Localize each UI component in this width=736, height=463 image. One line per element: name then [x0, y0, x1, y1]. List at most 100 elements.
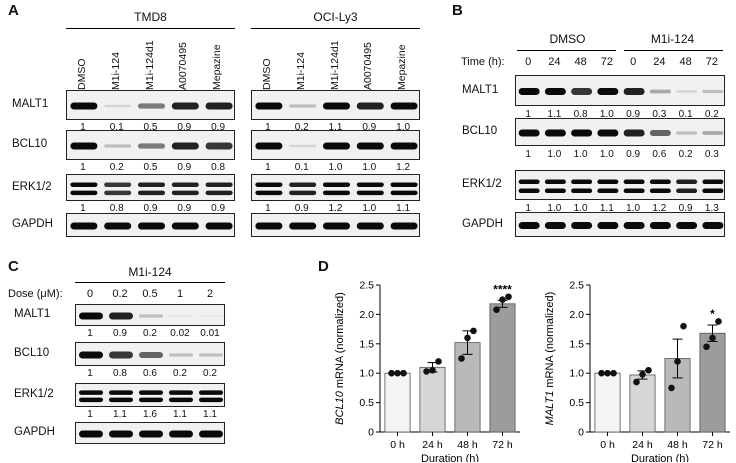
- panel-b-quant-value: 1.0: [573, 149, 588, 160]
- bar: [489, 303, 516, 433]
- band: [171, 182, 199, 187]
- panel-b-time-value: 48: [679, 56, 692, 68]
- panel-a-quant-value: 1: [265, 162, 271, 173]
- data-point: [604, 369, 611, 377]
- band: [571, 179, 593, 185]
- panel-c-dose-value: 1: [176, 288, 184, 300]
- panel-a-lane-label: A0070495: [362, 42, 375, 90]
- bar-chart-1: 0 0.5 1.0 1.5 2.0 2.5 BCL10 mRNA (normalized) 0…: [334, 280, 520, 462]
- panel-c-dose-value: 0.5: [142, 288, 158, 300]
- band: [356, 102, 384, 110]
- panel-b-group-line: [517, 50, 616, 51]
- panel-d-label: D: [318, 258, 329, 275]
- panel-a-quant-value: 0.9: [143, 203, 158, 214]
- band: [169, 353, 193, 357]
- panel-b-label: B: [452, 2, 463, 19]
- x-tick-label: 72 h: [702, 439, 723, 451]
- band: [199, 397, 223, 403]
- bar: [629, 374, 656, 433]
- y-axis-label-unit: mRNA (normalized): [544, 292, 556, 391]
- band: [137, 103, 166, 109]
- panel-a-blot: [251, 90, 420, 120]
- panel-c-dose-value: 2: [206, 288, 214, 300]
- band: [390, 182, 418, 187]
- panel-c-quant-value: 1: [87, 328, 93, 339]
- band: [356, 190, 384, 196]
- panel-a-group-label: OCI-Ly3: [313, 10, 358, 24]
- significance-marker: ****: [493, 282, 512, 296]
- panel-b-time-value: 0: [630, 56, 637, 68]
- panel-a-quant-value: 0.8: [109, 203, 124, 214]
- panel-a-quant-value: 0.8: [211, 162, 226, 173]
- panel-c-quant-value: 1: [87, 409, 93, 420]
- panel-a-lane-label: A0070495: [177, 42, 190, 90]
- y-tick-label: 0.5: [359, 397, 374, 409]
- band: [571, 129, 593, 137]
- panel-c-quant-value: 0.9: [113, 328, 127, 339]
- panel-c-quant-value: 1.1: [173, 409, 187, 420]
- x-tick-label: 0 h: [600, 439, 615, 451]
- band: [199, 430, 223, 438]
- band: [70, 142, 98, 150]
- y-axis-label: MALT1 mRNA (normalized): [544, 292, 556, 426]
- panel-a-lane-label: DMSO: [75, 58, 88, 91]
- band: [289, 144, 317, 148]
- band: [169, 397, 193, 403]
- band: [322, 102, 351, 110]
- data-point: [680, 322, 687, 330]
- band: [205, 190, 233, 196]
- bar: [699, 332, 726, 433]
- panel-a-quant-value: 1: [265, 122, 271, 133]
- data-point: [400, 369, 407, 377]
- band: [171, 190, 199, 196]
- band: [137, 182, 166, 187]
- band: [289, 104, 317, 108]
- panel-b-quant-value: 1.3: [704, 203, 719, 214]
- panel-a-quant-value: 0.9: [362, 122, 377, 133]
- x-tick-label: 48 h: [667, 439, 688, 451]
- panel-a-blot: [251, 213, 420, 237]
- panel-c-blot: [75, 342, 225, 366]
- band: [597, 129, 619, 137]
- band: [171, 102, 199, 110]
- data-point: [715, 318, 722, 325]
- panel-b-quant-value: 1.0: [573, 203, 588, 214]
- band: [390, 142, 418, 150]
- band: [623, 129, 645, 137]
- data-point: [645, 366, 652, 374]
- band: [199, 353, 223, 357]
- x-tick-label: 24 h: [422, 439, 443, 451]
- panel-c-quant-value: 1.6: [143, 409, 157, 420]
- y-tick-label: 1.0: [569, 368, 584, 380]
- y-tick-label: 0: [368, 427, 374, 439]
- x-tick-label: 24 h: [632, 439, 653, 451]
- band: [70, 222, 98, 230]
- panel-b-quant-value: 0.9: [626, 109, 641, 120]
- panel-a-blot: [251, 130, 420, 160]
- band: [518, 179, 540, 185]
- panel-a-quant-value: 0.2: [109, 162, 124, 173]
- panel-b-time-value: 24: [653, 56, 666, 68]
- panel-c-dose-value: 0: [86, 288, 94, 300]
- panel-a-lane-label: DMSO: [260, 58, 273, 91]
- panel-b-time-value: 0: [525, 56, 532, 68]
- band: [255, 142, 283, 150]
- panel-a-row-label: GAPDH: [12, 218, 53, 230]
- panel-a-quant-value: 0.5: [143, 122, 158, 133]
- band: [139, 314, 163, 318]
- panel-a-row-label: BCL10: [12, 138, 48, 150]
- panel-c-label: C: [8, 258, 19, 275]
- panel-c-quant-value: 0.6: [143, 368, 157, 379]
- panel-b-quant-value: 1: [525, 149, 531, 160]
- data-point: [429, 366, 436, 374]
- band: [597, 179, 619, 185]
- data-point: [674, 358, 681, 365]
- panel-b-quant-value: 0.6: [652, 149, 667, 160]
- panel-c-quant-value: 1.1: [203, 409, 217, 420]
- band: [649, 222, 671, 229]
- band: [137, 190, 166, 196]
- panel-c-quant-value: 0.02: [170, 328, 190, 339]
- band: [702, 188, 724, 194]
- x-tick-label: 0 h: [390, 439, 405, 451]
- panel-b-time-value: 48: [574, 56, 587, 68]
